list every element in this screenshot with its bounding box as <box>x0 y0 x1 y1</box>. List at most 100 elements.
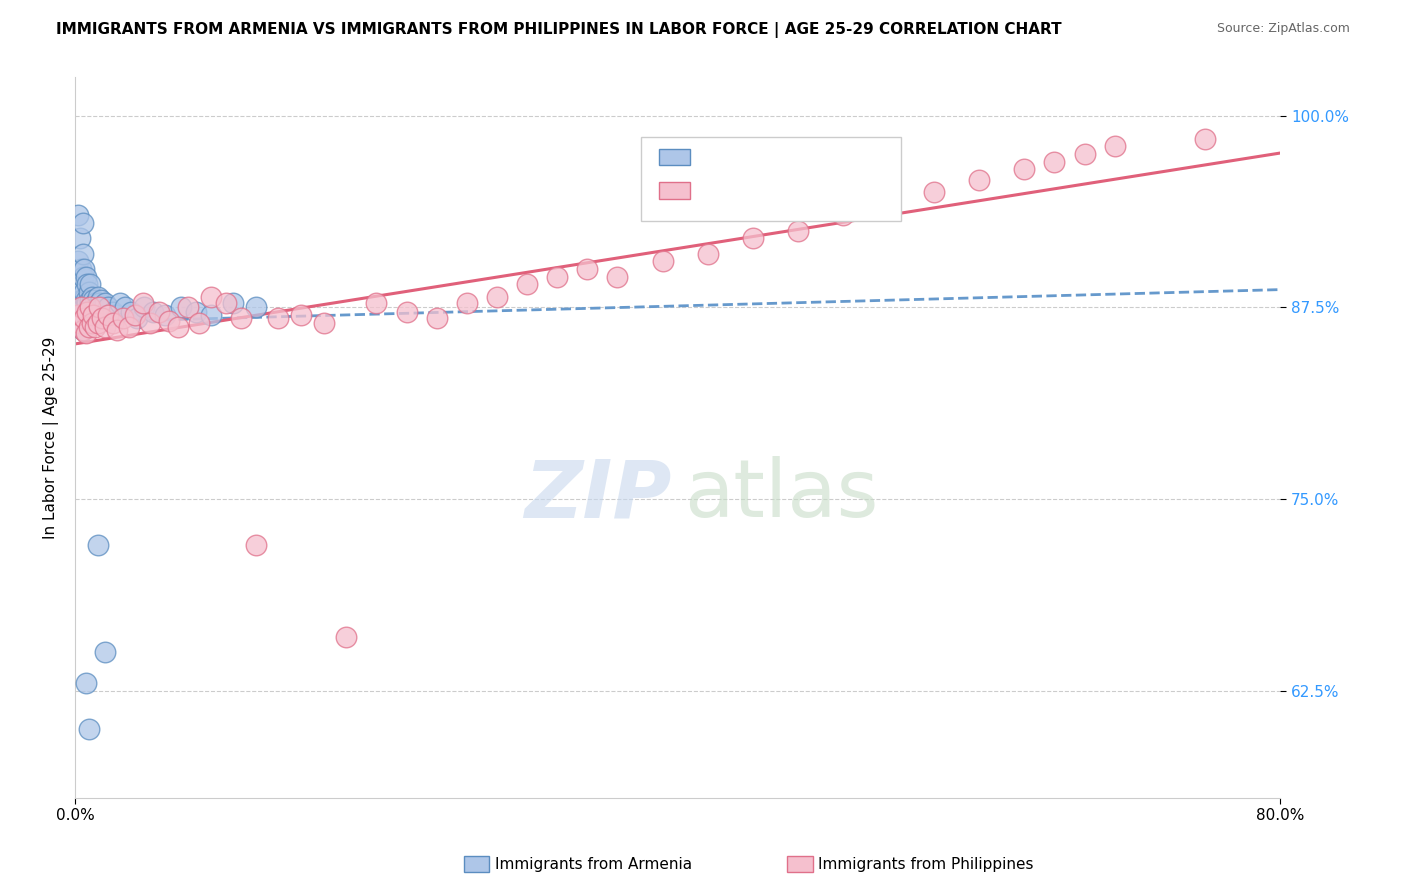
Point <box>79 301 101 315</box>
Point <box>79 305 101 319</box>
Point <box>922 186 945 200</box>
Point <box>148 305 170 319</box>
Point <box>967 173 990 187</box>
Point <box>267 311 290 326</box>
Point <box>86 538 108 552</box>
Text: Source: ZipAtlas.com: Source: ZipAtlas.com <box>1216 22 1350 36</box>
Point <box>1104 139 1126 153</box>
Point <box>77 320 100 334</box>
Point <box>104 308 127 322</box>
Point <box>335 630 357 644</box>
Y-axis label: In Labor Force | Age 25-29: In Labor Force | Age 25-29 <box>44 336 59 539</box>
Point <box>86 316 108 330</box>
Point <box>94 295 117 310</box>
Point <box>77 285 100 299</box>
Point <box>312 316 335 330</box>
Point <box>516 277 538 292</box>
Point <box>395 305 418 319</box>
Point <box>93 308 115 322</box>
Point <box>245 538 267 552</box>
Point <box>366 295 388 310</box>
Point <box>187 316 209 330</box>
Point <box>124 308 146 322</box>
Point <box>75 326 97 341</box>
Point <box>1014 162 1036 177</box>
Point <box>877 193 900 207</box>
Point <box>120 305 142 319</box>
Point <box>79 293 101 307</box>
Point <box>1194 132 1216 146</box>
Point <box>75 269 97 284</box>
Point <box>75 676 97 690</box>
Point <box>112 311 135 326</box>
Point <box>651 254 673 268</box>
Point <box>606 269 628 284</box>
Point <box>86 290 108 304</box>
Point <box>90 293 112 307</box>
Point <box>75 308 97 322</box>
Point <box>91 301 114 315</box>
Point <box>82 305 104 319</box>
Point <box>79 277 101 292</box>
Point <box>69 231 91 245</box>
Point <box>72 246 94 260</box>
Point <box>134 301 156 315</box>
Point <box>70 316 93 330</box>
Point <box>215 295 238 310</box>
Point <box>110 295 132 310</box>
Text: IMMIGRANTS FROM ARMENIA VS IMMIGRANTS FROM PHILIPPINES IN LABOR FORCE | AGE 25-2: IMMIGRANTS FROM ARMENIA VS IMMIGRANTS FR… <box>56 22 1062 38</box>
Point <box>184 305 207 319</box>
Point <box>105 323 128 337</box>
Point <box>73 285 96 299</box>
Point <box>83 308 105 322</box>
Point <box>576 262 599 277</box>
Point <box>696 246 718 260</box>
Point <box>82 308 104 322</box>
Point <box>742 231 765 245</box>
Point <box>118 320 141 334</box>
Point <box>91 311 114 326</box>
Point <box>142 305 165 319</box>
Point <box>75 293 97 307</box>
Point <box>94 320 117 334</box>
Point <box>73 262 96 277</box>
Text: R = 0.419   N = 59: R = 0.419 N = 59 <box>702 186 846 201</box>
Point <box>72 323 94 337</box>
Point <box>83 295 105 310</box>
Point <box>222 295 245 310</box>
Point <box>73 311 96 326</box>
Point <box>157 314 180 328</box>
Point <box>69 285 91 299</box>
Point <box>787 224 810 238</box>
Point <box>70 293 93 307</box>
Point <box>84 299 107 313</box>
Point <box>456 295 478 310</box>
Point <box>86 301 108 315</box>
Text: Immigrants from Armenia: Immigrants from Armenia <box>495 857 692 871</box>
Point <box>69 308 91 322</box>
Point <box>72 216 94 230</box>
Point <box>77 301 100 315</box>
Point <box>80 290 103 304</box>
Point <box>89 301 111 315</box>
Point <box>97 308 120 322</box>
Point <box>155 308 177 322</box>
Point <box>70 262 93 277</box>
Point <box>80 316 103 330</box>
Point <box>290 308 312 322</box>
Text: ZIP: ZIP <box>524 457 672 534</box>
Point <box>76 308 98 322</box>
Point <box>426 311 449 326</box>
Point <box>82 293 104 307</box>
Point <box>83 320 105 334</box>
Point <box>89 295 111 310</box>
Point <box>101 305 124 319</box>
Point <box>229 311 252 326</box>
Point <box>177 301 200 315</box>
Point <box>101 316 124 330</box>
Point <box>67 254 90 268</box>
Point <box>67 209 90 223</box>
Point <box>67 308 90 322</box>
Point <box>166 320 188 334</box>
Point <box>94 645 117 659</box>
